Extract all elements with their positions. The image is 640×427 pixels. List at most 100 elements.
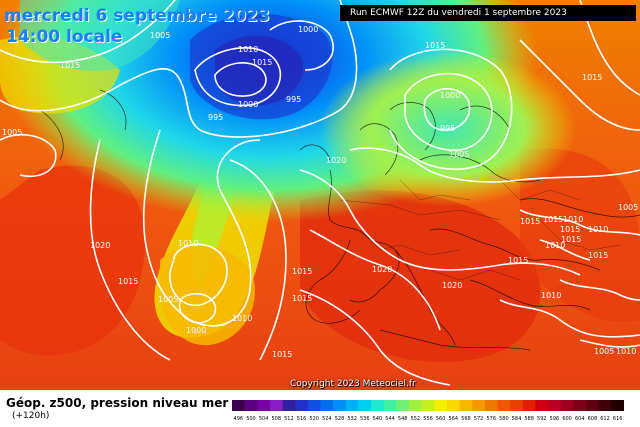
- nw-green-area: [20, 0, 180, 71]
- color-scale-swatch: [409, 400, 422, 411]
- coastlines: [39, 89, 640, 351]
- isobar-label: 995: [286, 95, 301, 104]
- color-scale-tick: 584: [512, 416, 522, 422]
- isobar-label: 1015: [118, 277, 138, 286]
- color-scale-swatch: [383, 400, 397, 411]
- isobar-label: 1010: [545, 241, 565, 250]
- isobar-label: 1000: [298, 25, 318, 34]
- isobar-label: 1015: [561, 235, 581, 244]
- color-scale-swatch: [484, 400, 498, 411]
- isobar-label: 1005: [618, 203, 638, 212]
- isobar-label: 1010: [563, 215, 583, 224]
- color-scale-tick: 608: [588, 416, 598, 422]
- color-scale-tick: 516: [297, 416, 307, 422]
- color-scale-tick: 536: [360, 416, 370, 422]
- color-scale-tick: 580: [499, 416, 509, 422]
- color-scale-swatch: [434, 400, 448, 411]
- color-scale-tick: 552: [411, 416, 421, 422]
- weather-map: 1005 1010 1015 1000 1015 1015 1005 1000 …: [0, 0, 640, 390]
- color-scale-swatch: [371, 400, 385, 411]
- isobar-label: 1015: [22, 15, 42, 24]
- isobar-label: 995: [208, 113, 223, 122]
- isobar-label: 1015: [425, 41, 445, 50]
- color-scale-tick: 544: [385, 416, 395, 422]
- color-scale-tick: 524: [322, 416, 332, 422]
- color-scale-tick: 616: [613, 416, 623, 422]
- color-scale-swatch: [232, 400, 245, 411]
- color-scale-tick: 532: [347, 416, 357, 422]
- color-scale-tick: 596: [550, 416, 560, 422]
- color-scale-swatch: [611, 400, 624, 411]
- color-scale-swatch: [421, 400, 435, 411]
- color-scale-swatch: [548, 400, 562, 411]
- color-scale-swatch: [307, 400, 321, 411]
- color-scale-swatch: [269, 400, 283, 411]
- color-scale-tick: 600: [562, 416, 572, 422]
- isobar-label: 1010: [178, 239, 198, 248]
- isobar-label: 1015: [252, 58, 272, 67]
- color-scale-swatch: [586, 400, 600, 411]
- isobar-label: 1015: [520, 217, 540, 226]
- isobar-label: 1020: [90, 241, 110, 250]
- isobar-label: 1010: [541, 291, 561, 300]
- color-scale-tick: 564: [449, 416, 459, 422]
- field-label: Géop. z500, pression niveau mer: [6, 396, 229, 410]
- color-scale-swatch: [472, 400, 486, 411]
- lead-time-label: (+120h): [12, 411, 50, 421]
- isobar-label: 1005: [449, 150, 469, 159]
- color-scale-swatch: [510, 400, 524, 411]
- isobar-label: 1005: [594, 347, 614, 356]
- color-scale-tick: 576: [486, 416, 496, 422]
- isobar-label: 1015: [292, 267, 312, 276]
- color-scale-swatch: [573, 400, 587, 411]
- color-scale-tick: 500: [246, 416, 256, 422]
- color-scale-swatch: [446, 400, 460, 411]
- color-scale-swatch: [295, 400, 309, 411]
- isobar-label: 1015: [560, 225, 580, 234]
- isobar-label: 1015: [292, 294, 312, 303]
- color-scale-tick: 540: [373, 416, 383, 422]
- isobar-label: 1020: [372, 265, 392, 274]
- color-scale-swatch: [333, 400, 347, 411]
- color-scale-tick: 496: [234, 416, 244, 422]
- color-scale-swatch: [497, 400, 511, 411]
- low-core: [214, 35, 304, 106]
- color-scale-swatch: [345, 400, 359, 411]
- isobar-label: 1015: [582, 73, 602, 82]
- color-scale-tick: 520: [309, 416, 319, 422]
- color-scale-tick: 512: [284, 416, 294, 422]
- isobar-label: 1005: [158, 295, 178, 304]
- color-scale-tick: 548: [398, 416, 408, 422]
- color-scale-tick: 528: [335, 416, 345, 422]
- isobar-label: 1015: [60, 61, 80, 70]
- isobar-label: 1010: [238, 45, 258, 54]
- isobar-label: 1010: [232, 314, 252, 323]
- color-scale-tick: 604: [575, 416, 585, 422]
- isobar-label: 1000: [186, 326, 206, 335]
- color-scale-swatch: [257, 400, 271, 411]
- color-scale-tick: 556: [423, 416, 433, 422]
- isobar-label: 1015: [272, 350, 292, 359]
- color-scale-swatch: [535, 400, 549, 411]
- isobar-label: 1010: [616, 347, 636, 356]
- color-scale-swatch: [244, 400, 258, 411]
- color-scale-swatch: [598, 400, 612, 411]
- isobar-label: 1000: [440, 91, 460, 100]
- isobar-label: 1005: [150, 31, 170, 40]
- isobar-label: 1015: [543, 215, 563, 224]
- color-scale-swatch: [459, 400, 473, 411]
- color-scale-tick: 588: [524, 416, 534, 422]
- color-scale-tick: 572: [474, 416, 484, 422]
- color-scale-swatch: [320, 400, 334, 411]
- isobar-label: 1000: [238, 100, 258, 109]
- color-scale-tick: 568: [461, 416, 471, 422]
- isobar-label: 1020: [442, 281, 462, 290]
- isobar-label: 1015: [508, 256, 528, 265]
- country-borders: [339, 179, 621, 281]
- isobar-lines: [0, 0, 640, 385]
- color-scale-tick: 592: [537, 416, 547, 422]
- color-scale-bar: 496 500 504 508 512 516 520 524 528 532 536 540 544 5…: [232, 400, 624, 422]
- color-scale-tick: 612: [600, 416, 610, 422]
- color-scale-swatch: [282, 400, 296, 411]
- isobar-label: 1010: [588, 225, 608, 234]
